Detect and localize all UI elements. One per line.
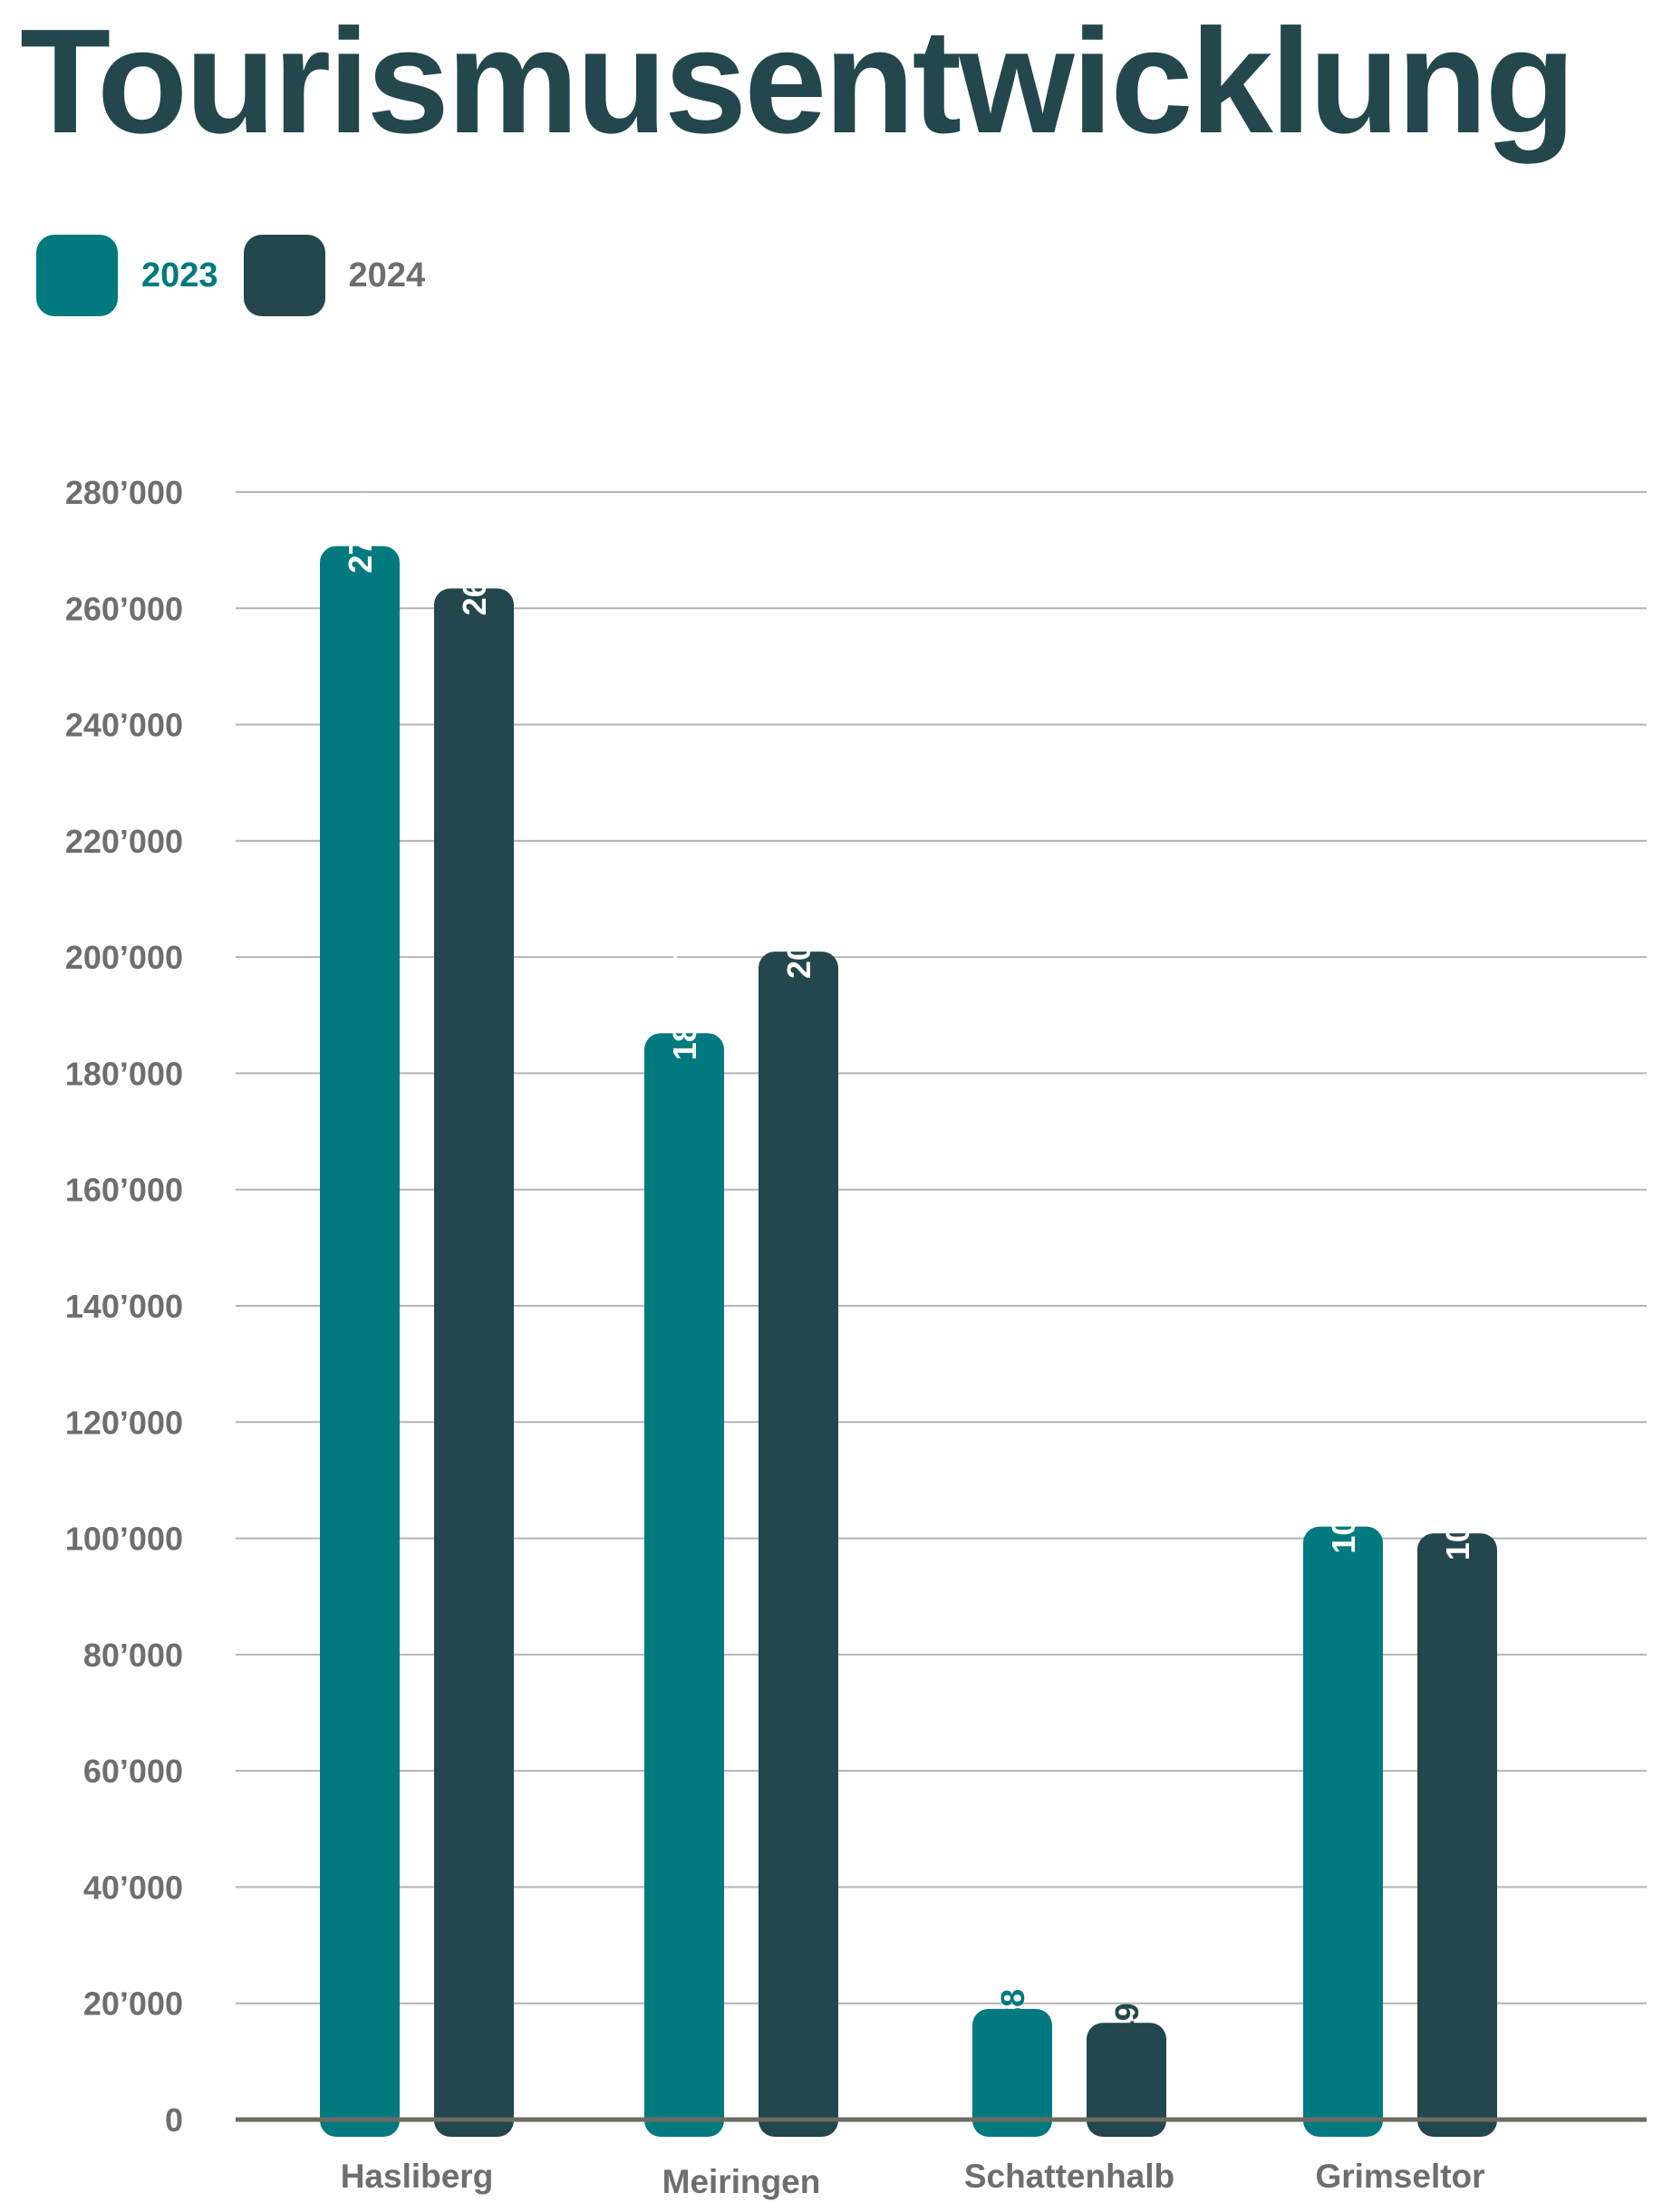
legend-label-2023: 2023 (141, 256, 218, 295)
bar-value-label: 186’897 (666, 942, 703, 1060)
bar-labels: 270’695 263’418 186’897 200’933 19’038 16’649… (342, 456, 1476, 2103)
bar-value-label: 270’695 (342, 456, 379, 574)
chart-title: Tourismusentwicklung (20, 0, 1576, 164)
bar-2024-schattenhalb (1087, 2023, 1166, 2137)
legend-swatch-2023 (36, 235, 118, 316)
y-tick-label: 220’000 (65, 823, 183, 860)
y-tick-label: 20’000 (83, 1985, 183, 2023)
y-tick-label: 120’000 (65, 1404, 183, 1441)
category-label-grimseltor: Grimseltor (1315, 2158, 1484, 2195)
category-labels: Hasliberg Meiringen Schattenhalb Grimseltor (341, 2158, 1485, 2200)
y-tick-label: 160’000 (65, 1172, 183, 1209)
bar-value-label: 100’843 (1439, 1443, 1476, 1560)
bar-2024-meiringen (759, 951, 838, 2137)
bar-2023-schattenhalb (972, 2008, 1052, 2137)
bar-value-label: 102’009 (1325, 1436, 1362, 1554)
y-tick-label: 40’000 (83, 1869, 183, 1906)
bar-value-label: 16’649 (1108, 2003, 1145, 2102)
y-axis: 0 20’000 40’000 60’000 80’000 100’000 120’000 1… (65, 474, 183, 2139)
y-tick-label: 140’000 (65, 1288, 183, 1325)
y-tick-label: 240’000 (65, 707, 183, 744)
bar-2023-grimseltor (1303, 1526, 1383, 2137)
y-tick-label: 180’000 (65, 1055, 183, 1092)
legend-item-2024: 2024 (243, 235, 426, 316)
legend: 2023 2024 (36, 234, 450, 317)
y-tick-label: 60’000 (83, 1753, 183, 1790)
y-tick-label: 80’000 (83, 1637, 183, 1674)
bar-value-label: 200’933 (780, 861, 817, 979)
y-tick-label: 0 (165, 2101, 183, 2139)
y-tick-label: 100’000 (65, 1521, 183, 1558)
bar-2023-meiringen (644, 1033, 724, 2137)
legend-label-2024: 2024 (348, 256, 426, 295)
category-label-hasliberg: Hasliberg (341, 2158, 494, 2195)
bar-value-label: 19’038 (994, 1989, 1031, 2089)
bar-value-label: 263’418 (456, 497, 493, 615)
y-tick-label: 280’000 (65, 474, 183, 511)
category-label-meiringen: Meiringen (662, 2163, 821, 2200)
bar-2024-hasliberg (434, 588, 514, 2137)
legend-swatch-2024 (243, 235, 325, 316)
y-tick-label: 260’000 (65, 590, 183, 627)
bars (320, 546, 1497, 2137)
legend-item-2023: 2023 (36, 235, 218, 316)
bar-2024-grimseltor (1417, 1533, 1497, 2137)
bar-2023-hasliberg (320, 546, 400, 2137)
y-tick-label: 200’000 (65, 939, 183, 976)
category-label-schattenhalb: Schattenhalb (964, 2158, 1174, 2195)
